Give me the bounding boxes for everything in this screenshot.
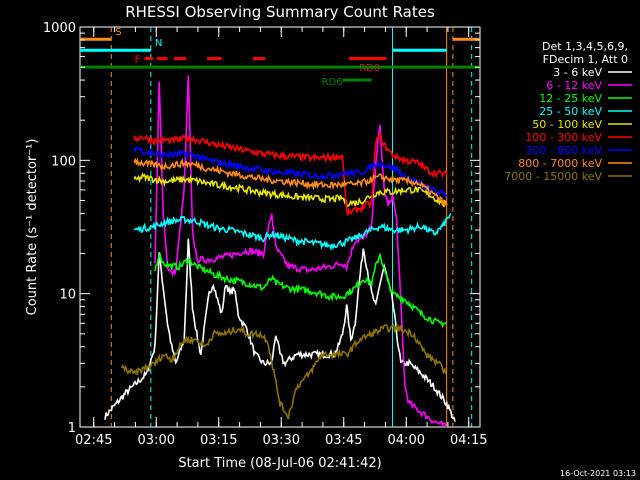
x-tick-label: 03:00: [138, 433, 175, 448]
legend: Det 1,3,4,5,6,9,FDecim 1, Att 03 - 6 keV…: [504, 40, 632, 183]
series-line: [154, 75, 448, 428]
series-line: [133, 145, 448, 198]
series-lines: [104, 75, 456, 428]
legend-entry-label: 7000 - 15000 keV: [504, 170, 602, 183]
state-bar-label: N: [155, 38, 162, 49]
y-axis-label: Count Rate (s⁻¹ detector⁻¹): [25, 139, 40, 316]
legend-header: FDecim 1, Att 0: [543, 53, 628, 66]
legend-header: Det 1,3,4,5,6,9,: [542, 40, 628, 53]
x-tick-label: 03:15: [200, 433, 237, 448]
x-axis-label: Start Time (08-Jul-06 02:41:42): [178, 456, 381, 471]
plot-frame: [79, 26, 481, 428]
legend-entry-label: 3 - 6 keV: [553, 66, 602, 79]
legend-entry-label: 50 - 100 keV: [532, 118, 602, 131]
date-stamp: 16-Oct-2021 03:13: [560, 469, 636, 478]
series-line: [120, 323, 448, 420]
axes: 1 10 100 1000 02:45 03:00 03:15 03:30 03:45 04:00…: [43, 21, 488, 448]
chart-title: RHESSI Observing Summary Count Rates: [125, 3, 435, 21]
series-line: [154, 253, 447, 329]
x-tick-label: 03:45: [325, 433, 362, 448]
state-bar-label: F: [135, 55, 141, 66]
x-tick-label: 04:00: [388, 433, 425, 448]
y-tick-label: 10: [59, 288, 76, 303]
legend-entry-label: 800 - 7000 keV: [518, 157, 602, 170]
series-line: [133, 172, 448, 208]
legend-entry-label: 12 - 25 keV: [539, 92, 602, 105]
legend-entry-label: 6 - 12 keV: [546, 79, 602, 92]
series-line: [133, 131, 448, 216]
x-tick-label: 04:15: [450, 433, 487, 448]
x-tick-label: 03:30: [263, 433, 300, 448]
state-bar-label: RD6: [322, 77, 343, 88]
legend-entry-label: 100 - 300 keV: [525, 131, 602, 144]
y-tick-label: 100: [51, 154, 76, 169]
series-line: [133, 213, 452, 251]
series-line: [133, 157, 448, 209]
x-tick-label: 02:45: [75, 433, 112, 448]
series-line: [104, 238, 456, 422]
y-tick-label: 1: [68, 421, 76, 436]
legend-entry-label: 25 - 50 keV: [539, 105, 602, 118]
y-tick-label: 1000: [43, 21, 76, 36]
state-bars: SNFRD0RD6: [80, 27, 480, 88]
legend-entry-label: 300 - 800 keV: [525, 144, 602, 157]
state-bar-label: S: [115, 27, 121, 38]
